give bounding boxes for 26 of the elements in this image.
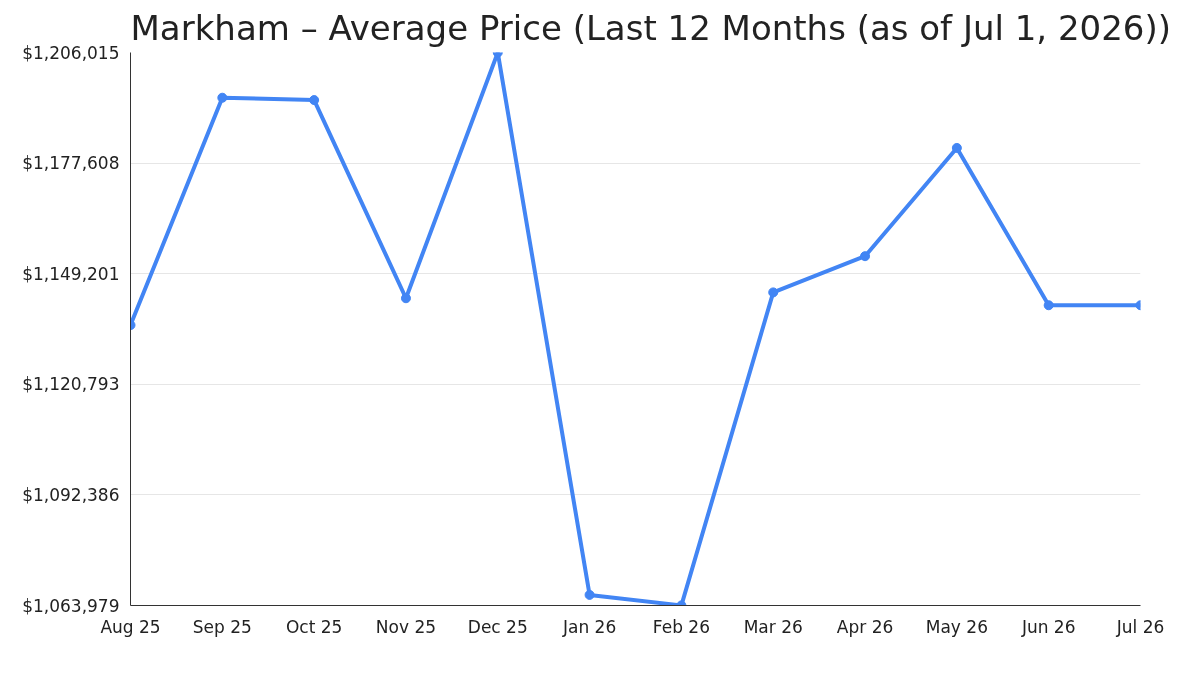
x-tick-label: Mar 26 [743,616,803,637]
x-tick-label: Nov 25 [375,616,437,637]
point [951,142,962,153]
x-tick-label: Oct 25 [285,616,343,637]
x-tick-label: Sep 25 [192,616,252,637]
x-tick-label: Aug 25 [100,616,161,637]
y-tick-label: $1,206,015 [22,42,120,63]
point [860,251,871,262]
point [584,589,595,600]
x-tick-label: Jun 26 [1020,616,1076,637]
point [1043,300,1054,311]
x-tick-label: Apr 26 [836,616,894,637]
x-tick-label: Dec 25 [467,616,528,637]
y-tick-label: $1,092,386 [22,484,120,505]
y-tick-label: $1,149,201 [22,263,120,284]
point [309,95,320,106]
point [217,92,228,103]
x-tick-label: Jul 26 [1115,616,1165,637]
y-tick-label: $1,177,608 [22,153,120,174]
chart-title: Markham – Average Price (Last 12 Months (as of Jul 1, 2026)) [130,7,1172,48]
y-tick-label: $1,120,793 [22,374,120,395]
y-tick-label: $1,063,979 [22,595,120,616]
x-tick-label: May 26 [925,616,988,637]
x-tick-label: Jan 26 [561,616,617,637]
x-tick-label: Feb 26 [652,616,710,637]
point [768,287,779,298]
